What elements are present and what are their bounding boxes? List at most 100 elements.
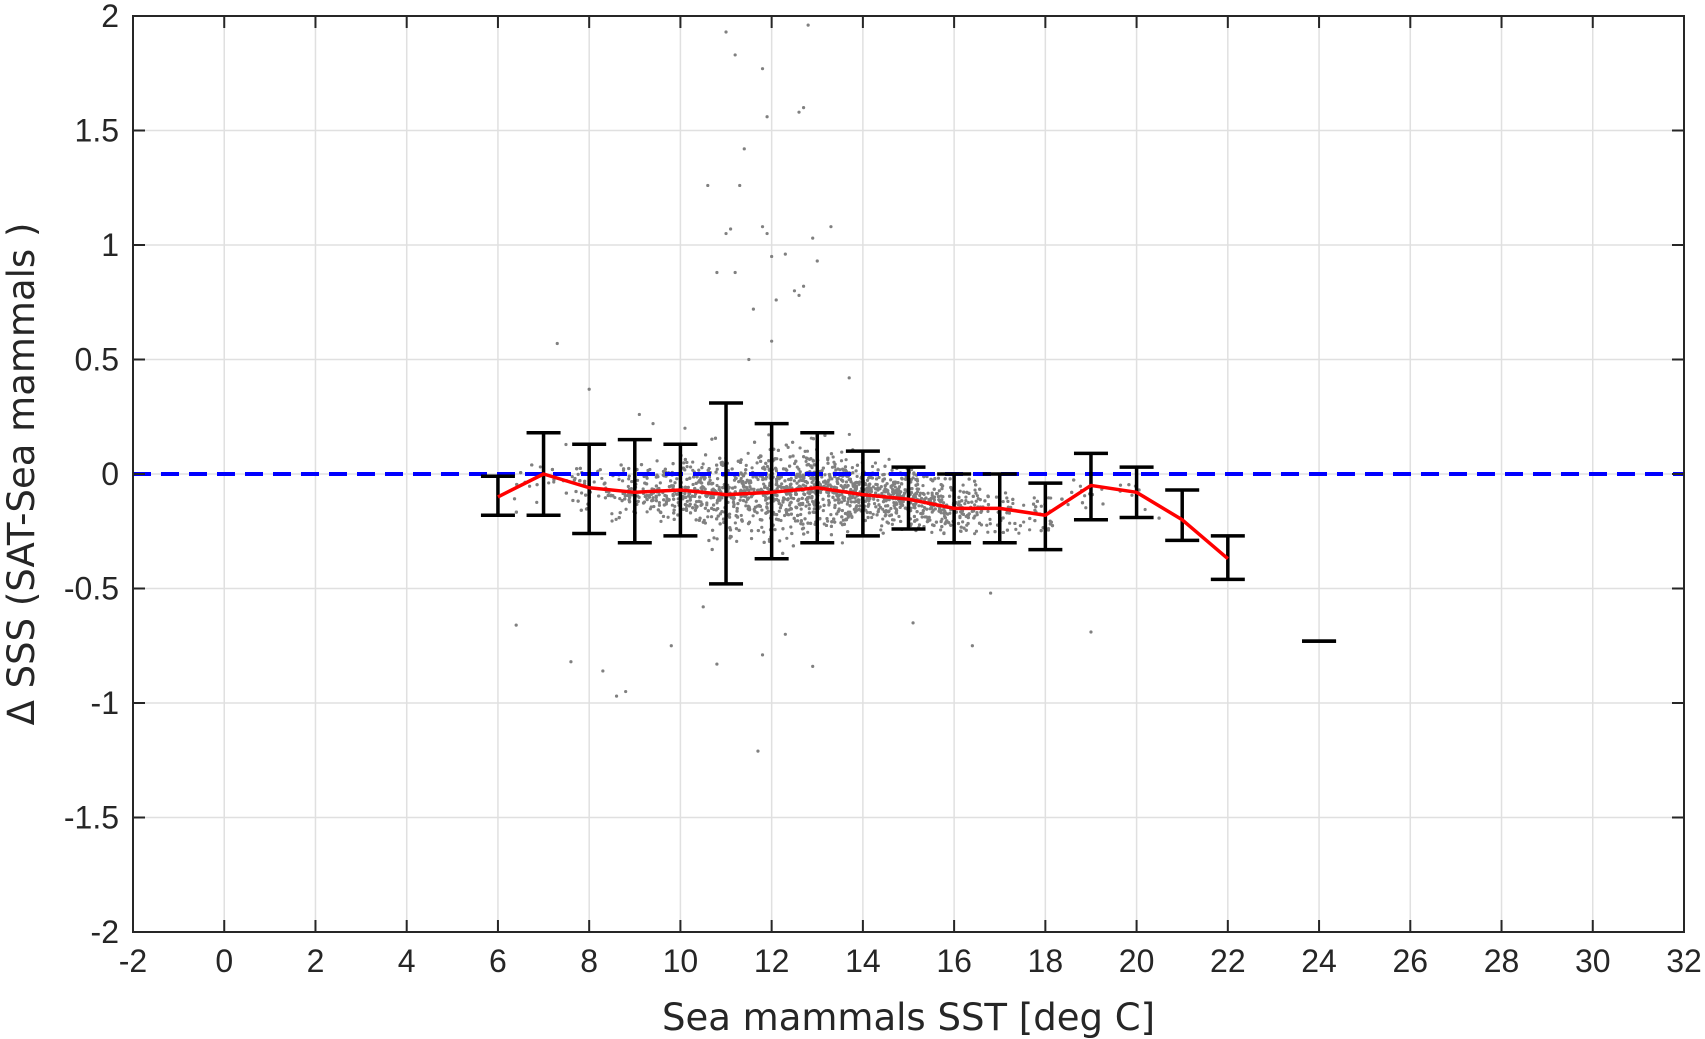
scatter-point [569, 660, 573, 664]
scatter-point [802, 455, 806, 459]
scatter-point [914, 483, 918, 487]
scatter-point [709, 515, 714, 519]
scatter-point [707, 481, 711, 485]
scatter-point [739, 488, 743, 492]
scatter-point [799, 507, 803, 511]
scatter-point [931, 496, 935, 500]
scatter-point [851, 471, 855, 475]
scatter-point [535, 500, 539, 504]
scatter-point [727, 485, 731, 490]
scatter-point [876, 468, 880, 472]
scatter-point [960, 509, 965, 513]
scatter-point [580, 491, 584, 495]
scatter-point [929, 477, 933, 481]
scatter-point [985, 523, 989, 527]
scatter-point [1001, 516, 1005, 520]
scatter-point [942, 531, 946, 535]
scatter-point [601, 669, 605, 673]
x-axis-ticks: -2 0 2 4 6 8 10 12 14 16 18 20 22 24 26 28 30 32 [119, 16, 1702, 979]
scatter-point [827, 500, 831, 505]
scatter-point [735, 539, 739, 544]
scatter-point [597, 494, 601, 498]
scatter-point [840, 515, 844, 519]
scatter-point [740, 518, 744, 522]
scatter-point [962, 490, 966, 494]
x-tick-label: 16 [936, 943, 972, 979]
scatter-point [671, 484, 675, 488]
scatter-point [584, 493, 588, 497]
scatter-point [697, 499, 701, 503]
scatter-point [812, 463, 817, 467]
scatter-point [794, 474, 798, 478]
scatter-point [747, 481, 752, 485]
scatter-point [651, 422, 655, 426]
scatter-point [788, 483, 793, 487]
scatter-point [700, 481, 704, 485]
scatter-point [1130, 493, 1134, 497]
scatter-point [821, 497, 825, 501]
scatter-point [701, 462, 705, 466]
scatter-point [785, 536, 789, 540]
scatter-point [799, 478, 803, 482]
scatter-point [654, 499, 658, 503]
scatter-point [798, 470, 802, 474]
scatter-points [512, 23, 1161, 753]
scatter-point [735, 509, 739, 513]
scatter-point [756, 749, 760, 753]
scatter-point [795, 481, 799, 485]
scatter-point [697, 468, 701, 472]
scatter-point [971, 494, 975, 498]
scatter-point [786, 512, 790, 517]
scatter-point [894, 491, 898, 495]
scatter-point [783, 479, 787, 483]
scatter-point [797, 110, 801, 114]
scatter-point [850, 466, 855, 470]
scatter-point [685, 465, 689, 469]
scatter-point [624, 689, 628, 694]
scatter-point [782, 485, 786, 490]
scatter-point [846, 530, 850, 534]
scatter-point [798, 446, 802, 450]
scatter-point [770, 339, 774, 343]
scatter-point [930, 506, 934, 510]
scatter-point [694, 499, 699, 504]
scatter-point [855, 463, 860, 467]
scatter-point [1005, 528, 1010, 532]
scatter-point [914, 492, 918, 496]
x-tick-label: 14 [845, 943, 881, 979]
scatter-point [930, 493, 934, 497]
scatter-point [900, 482, 904, 486]
scatter-point [699, 476, 703, 480]
scatter-point [646, 468, 650, 473]
scatter-point [673, 481, 677, 485]
scatter-point [799, 519, 803, 523]
scatter-point [896, 488, 900, 492]
scatter-point [654, 494, 658, 498]
scatter-point [751, 307, 756, 311]
scatter-point [921, 483, 925, 488]
scatter-point [610, 519, 614, 523]
scatter-point [865, 510, 869, 514]
scatter-point [747, 508, 752, 512]
scatter-point [744, 480, 748, 485]
scatter-point [885, 520, 889, 524]
scatter-point [821, 466, 825, 470]
scatter-point [718, 512, 723, 516]
scatter-point [903, 506, 907, 510]
scatter-point [749, 529, 754, 533]
scatter-point [737, 480, 741, 484]
scatter-point [832, 517, 836, 521]
scatter-point [1039, 529, 1043, 533]
scatter-point [837, 508, 841, 512]
scatter-point [891, 492, 895, 496]
scatter-point [1157, 516, 1161, 520]
scatter-point [778, 506, 783, 510]
scatter-point [795, 505, 799, 510]
scatter-point [746, 451, 750, 455]
scatter-point [791, 454, 795, 458]
scatter-point [669, 479, 673, 483]
scatter-point [787, 503, 792, 507]
scatter-point [840, 500, 844, 504]
scatter-point [576, 499, 580, 503]
